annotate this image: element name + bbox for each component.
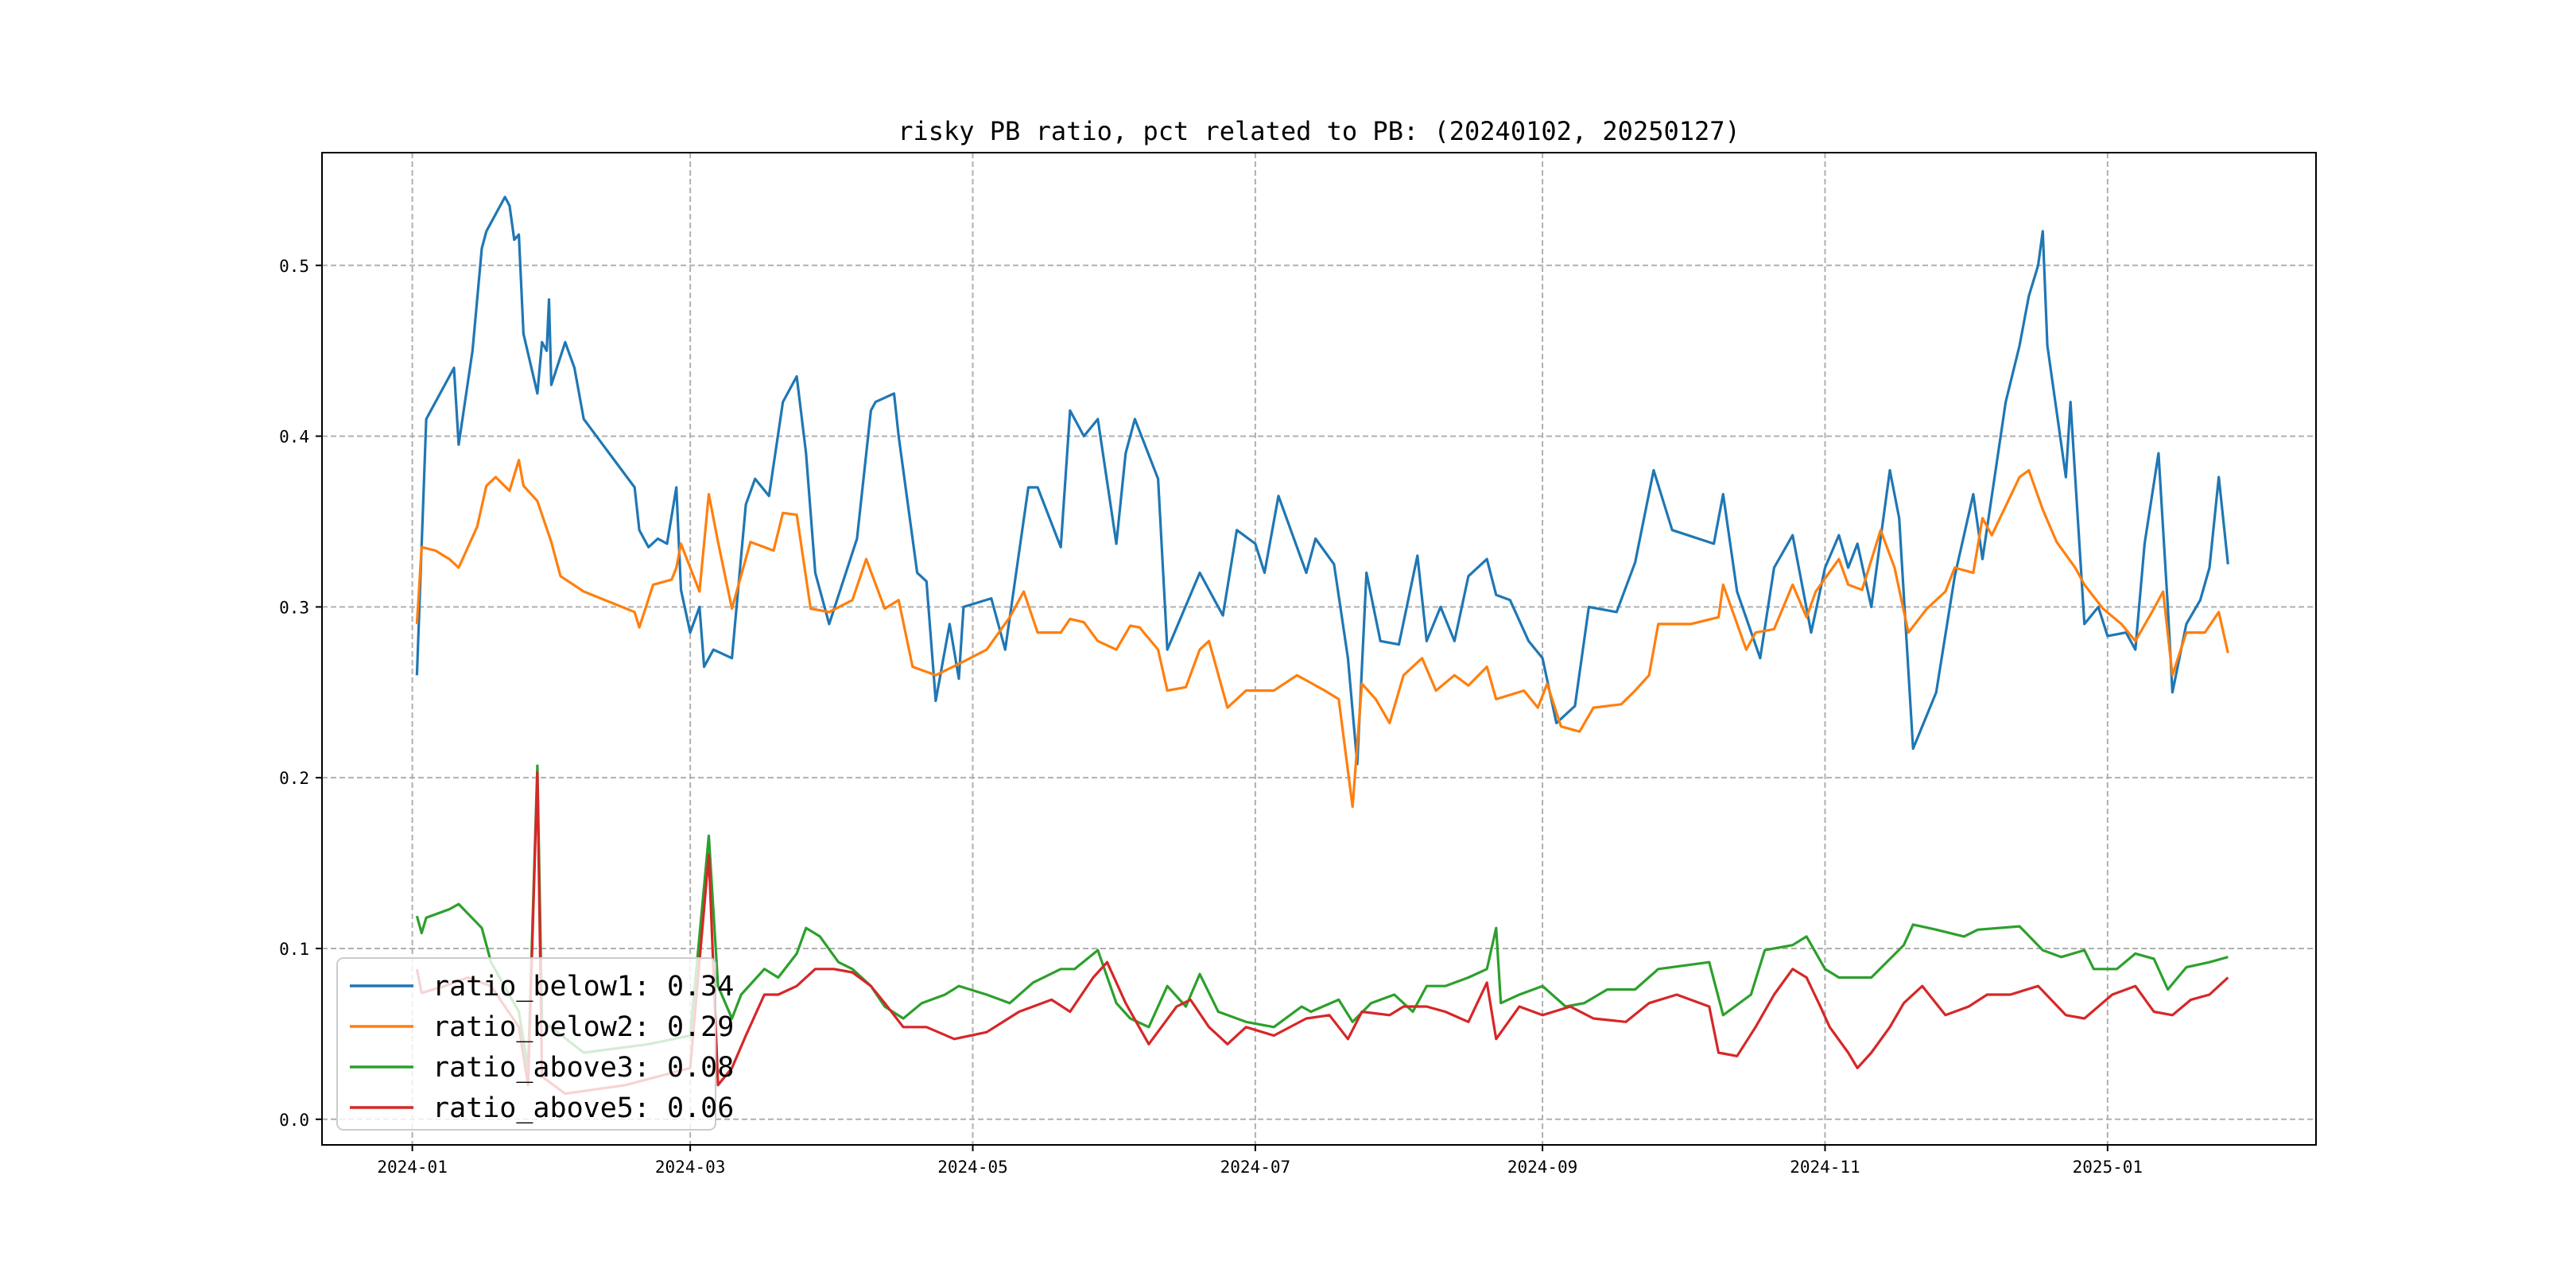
series-line-ratio-below2 — [415, 458, 2229, 809]
legend-label: ratio_above3: 0.08 — [433, 1052, 734, 1084]
y-tick-label: 0.2 — [279, 769, 309, 788]
series-line-ratio-above5 — [415, 771, 2229, 1096]
x-tick-label: 2025-01 — [2073, 1158, 2143, 1177]
legend-label: ratio_below1: 0.34 — [433, 971, 734, 1003]
grid — [322, 153, 2316, 1145]
legend-box — [336, 957, 716, 1131]
y-tick-label: 0.3 — [279, 598, 309, 617]
legend-label: ratio_above5: 0.06 — [433, 1092, 734, 1124]
y-axis: 0.0 0.1 0.2 0.3 0.4 0.5 — [279, 257, 322, 1130]
series-lines — [415, 196, 2229, 1096]
legend-label: ratio_below2: 0.29 — [433, 1011, 734, 1043]
x-tick-label: 2024-01 — [377, 1158, 448, 1177]
x-tick-label: 2024-05 — [937, 1158, 1008, 1177]
legend: ratio_below1: 0.34 ratio_below2: 0.29 rati… — [336, 957, 734, 1131]
series-line-ratio-below1 — [415, 196, 2229, 766]
plot-frame — [321, 152, 2317, 1146]
series-line-ratio-above3 — [415, 764, 2229, 1069]
y-tick-label: 0.5 — [279, 257, 309, 276]
x-tick-label: 2024-07 — [1220, 1158, 1291, 1177]
x-tick-label: 2024-03 — [655, 1158, 726, 1177]
y-tick-label: 0.1 — [279, 940, 309, 959]
y-tick-label: 0.0 — [279, 1111, 309, 1130]
chart-title: risky PB ratio, pct related to PB: (2024… — [898, 116, 1740, 146]
y-tick-label: 0.4 — [279, 428, 309, 447]
x-tick-label: 2024-09 — [1507, 1158, 1578, 1177]
x-tick-label: 2024-11 — [1790, 1158, 1860, 1177]
x-axis: 2024-01 2024-03 2024-05 2024-07 2024-09 2024-… — [377, 1145, 2143, 1177]
